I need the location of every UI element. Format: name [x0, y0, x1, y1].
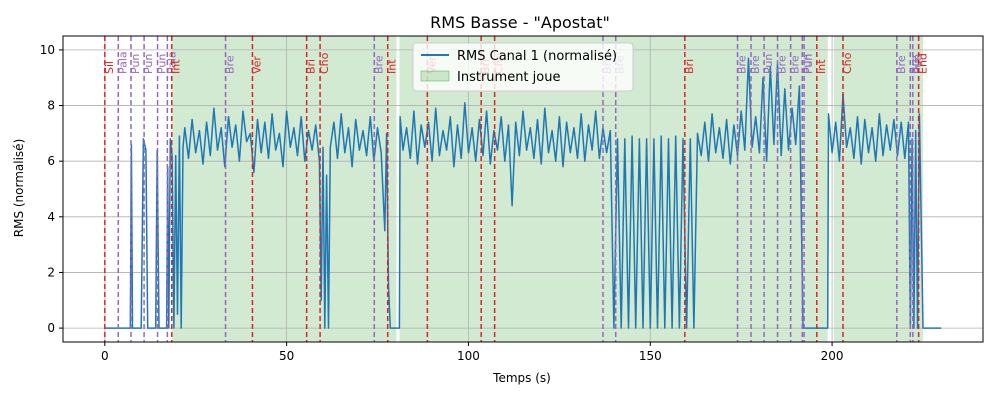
- event-marker-label: Bre: [224, 55, 237, 74]
- event-marker-label: Bre: [736, 55, 749, 74]
- instrument-region: [833, 36, 923, 342]
- event-marker-label: Bre: [789, 55, 802, 74]
- chart-title: RMS Basse - "Apostat": [430, 13, 610, 32]
- event-marker-label: Pun: [129, 54, 142, 74]
- x-axis-label: Temps (s): [492, 371, 551, 385]
- event-marker-label: Bri: [305, 59, 318, 74]
- event-marker-label: Ver: [250, 56, 263, 74]
- event-marker-label: Pun: [156, 54, 169, 74]
- event-marker-label: Bri: [683, 59, 696, 74]
- y-axis-label: RMS (normalisé): [12, 139, 26, 238]
- x-tick-label: 100: [457, 349, 480, 363]
- event-marker-label: Pun: [142, 54, 155, 74]
- event-marker-label: Int: [815, 59, 828, 74]
- event-marker-label: Bre: [895, 55, 908, 74]
- y-tick-label: 4: [47, 210, 55, 224]
- x-tick-label: 0: [101, 349, 109, 363]
- y-tick-label: 8: [47, 99, 55, 113]
- y-tick-label: 2: [47, 265, 55, 279]
- event-marker-label: Pun: [802, 54, 815, 74]
- event-marker-label: Bre: [749, 55, 762, 74]
- event-marker-label: Pun: [762, 54, 775, 74]
- legend-area-swatch: [420, 70, 450, 82]
- axes-frame: [62, 35, 984, 343]
- legend-box: [412, 42, 634, 92]
- x-tick-label: 200: [821, 349, 844, 363]
- legend: RMS Canal 1 (normalisé) Instrument joue: [412, 42, 634, 92]
- x-tick-label: 50: [279, 349, 294, 363]
- event-marker-label: Cho: [841, 52, 854, 74]
- legend-entry-instrument: Instrument joue: [457, 70, 560, 85]
- instrument-region: [172, 36, 397, 342]
- event-marker-label: Bre: [776, 55, 789, 74]
- x-tick-label: 150: [639, 349, 662, 363]
- event-marker-label: End: [917, 53, 930, 74]
- event-marker-label: Bre: [372, 55, 385, 74]
- event-marker-label: Int: [170, 59, 183, 74]
- event-marker-label: Cho: [318, 52, 331, 74]
- y-tick-label: 0: [47, 321, 55, 335]
- event-marker-label: Sil: [103, 61, 116, 74]
- rms-series-line: [104, 57, 942, 329]
- legend-entry-rms: RMS Canal 1 (normalisé): [457, 49, 617, 64]
- event-marker-label: Pun: [911, 54, 924, 74]
- y-tick-label: 6: [47, 154, 55, 168]
- event-marker-label: Pala: [116, 51, 129, 74]
- y-tick-label: 10: [40, 43, 55, 57]
- event-marker-label: Int: [386, 59, 399, 74]
